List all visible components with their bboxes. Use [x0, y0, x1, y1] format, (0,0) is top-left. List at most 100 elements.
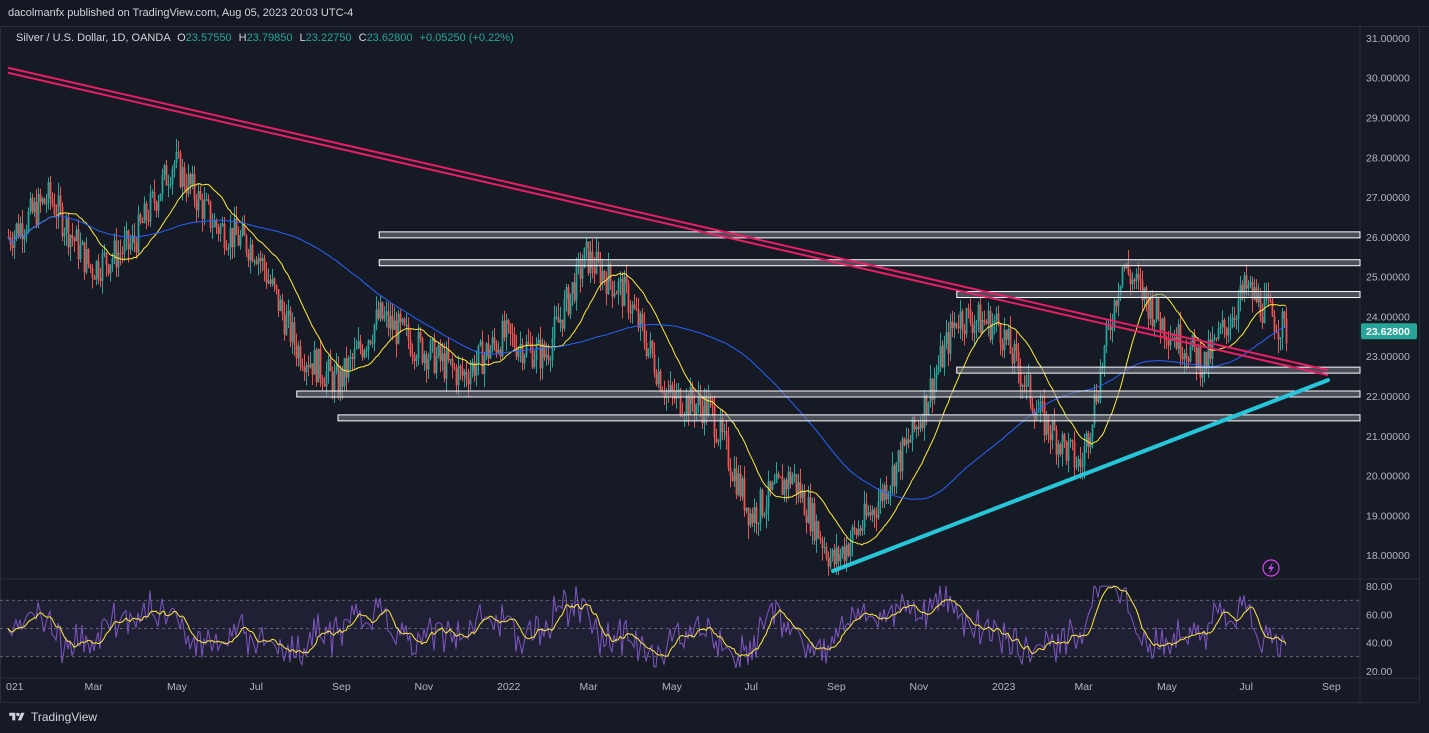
candle-body	[1237, 300, 1240, 320]
candle-body	[13, 234, 16, 249]
candle-body	[881, 489, 884, 501]
candle-body	[741, 478, 744, 497]
candle-body	[389, 315, 392, 329]
candle-body	[15, 223, 18, 235]
candle-body	[837, 547, 840, 562]
candle-body	[393, 320, 396, 330]
candle-body	[733, 468, 736, 482]
candle-body	[771, 483, 774, 490]
candle-body	[481, 341, 484, 374]
candle-body	[763, 514, 766, 516]
candle-body	[671, 384, 674, 392]
candle-body	[1013, 343, 1016, 364]
candle-body	[473, 361, 476, 377]
candle-body	[253, 260, 256, 262]
chart-canvas[interactable]: 31.00000 30.00000 29.00000 28.00000 27.00000…	[0, 26, 1420, 703]
candle-body	[623, 276, 626, 307]
candle-body	[621, 278, 624, 307]
candle-body	[955, 322, 958, 327]
candle-body	[1067, 441, 1070, 461]
candle-body	[175, 152, 178, 164]
candle-body	[39, 194, 42, 203]
candle-body	[401, 318, 404, 323]
candle-body	[49, 181, 52, 199]
candle-body	[1241, 285, 1244, 294]
descending-trendline-parallel	[7, 71, 1329, 377]
candle-body	[821, 540, 824, 548]
candle-body	[211, 226, 214, 228]
lightning-icon-bolt	[1268, 562, 1274, 574]
candle-body	[1051, 420, 1054, 441]
candle-body	[869, 512, 872, 516]
candle-body	[1141, 280, 1144, 301]
candle-body	[593, 268, 596, 274]
candle-body	[743, 478, 746, 511]
candle-body	[189, 174, 192, 185]
candle-body	[213, 220, 216, 227]
candle-body	[57, 195, 60, 218]
candle-body	[983, 319, 986, 322]
candle-body	[961, 311, 964, 331]
candle-body	[231, 227, 234, 248]
candle-body	[971, 322, 974, 333]
candle-body	[585, 241, 588, 248]
time-axis-tick: May	[662, 681, 683, 693]
candle-body	[739, 473, 742, 497]
candle-body	[1231, 317, 1234, 328]
tradingview-footer[interactable]: TradingView	[8, 710, 97, 724]
price-axis-tick: 20.00000	[1366, 471, 1410, 483]
candle-body	[783, 480, 786, 495]
publisher-bar: dacolmanfx published on TradingView.com,…	[0, 0, 1429, 27]
candle-body	[1123, 266, 1126, 268]
candle-body	[1095, 393, 1098, 402]
candle-body	[857, 528, 860, 535]
candle-body	[997, 313, 1000, 325]
candle-body	[1261, 317, 1264, 324]
candle-body	[889, 486, 892, 494]
candle-body	[1217, 328, 1220, 340]
candle-body	[1147, 298, 1150, 319]
candle-body	[27, 211, 30, 231]
candle-body	[1097, 398, 1100, 402]
candle-body	[987, 310, 990, 324]
high-label: H	[238, 32, 247, 44]
candle-body	[1235, 319, 1238, 321]
candle-body	[285, 315, 288, 335]
time-axis-tick: Jul	[250, 681, 263, 693]
candle-body	[115, 240, 118, 268]
candle-body	[349, 357, 352, 359]
rsi-axis-tick: 20.00	[1366, 666, 1392, 678]
candle-body	[871, 509, 874, 516]
candle-body	[567, 287, 570, 315]
candle-body	[127, 230, 130, 250]
candle-body	[199, 191, 202, 199]
candle-body	[945, 332, 948, 344]
candle-body	[843, 546, 846, 561]
candle-body	[557, 316, 560, 323]
low-value: 23.22750	[305, 32, 352, 44]
time-axis-tick: May	[1157, 681, 1178, 693]
candle-body	[395, 320, 398, 344]
symbol-legend: Silver / U.S. Dollar, 1D, OANDA O23.5755…	[16, 32, 514, 44]
candle-body	[329, 359, 332, 372]
candle-body	[833, 550, 836, 564]
candle-body	[919, 422, 922, 430]
candle-body	[525, 341, 528, 356]
candle-body	[1205, 351, 1208, 369]
candle-body	[79, 244, 82, 260]
candle-body	[327, 359, 330, 372]
candle-body	[1273, 316, 1276, 332]
candle-body	[507, 320, 510, 324]
candle-body	[331, 371, 334, 393]
candle-body	[555, 316, 558, 318]
candle-body	[897, 450, 900, 463]
candle-body	[217, 227, 220, 234]
candle-body	[367, 340, 370, 351]
candle-body	[265, 270, 268, 283]
candle-body	[545, 354, 548, 358]
candle-body	[491, 337, 494, 350]
candle-body	[281, 299, 284, 313]
candle-body	[813, 503, 816, 541]
candle-body	[141, 221, 144, 224]
candle-body	[1047, 414, 1050, 434]
